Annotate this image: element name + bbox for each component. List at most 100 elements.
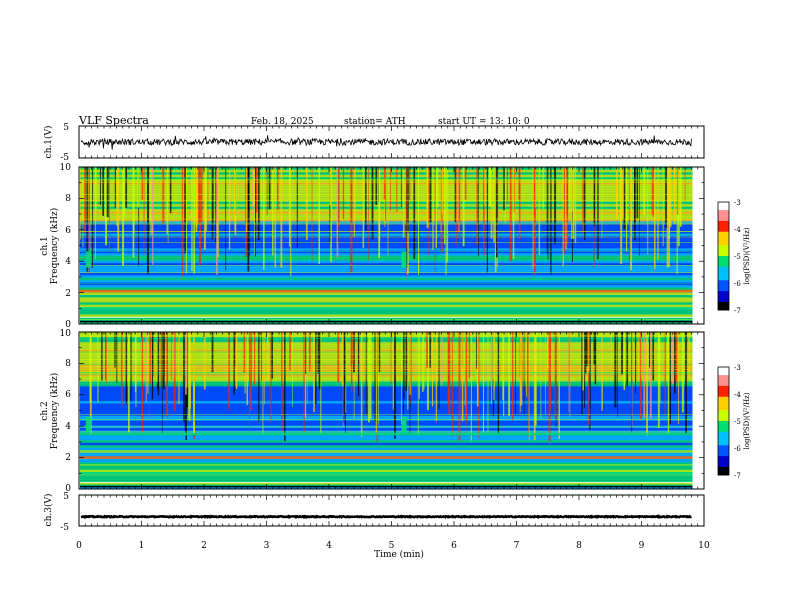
ch1-spec-band <box>80 208 693 212</box>
ch1-spec-streak <box>546 167 548 254</box>
ch2-spec-streak <box>147 332 149 394</box>
ch1-spec-streak <box>497 167 499 218</box>
ch2-spec-streak <box>548 332 551 441</box>
ch1-colorbar-tick-m6: -6 <box>734 280 741 288</box>
ch1-waveform-series <box>80 135 692 150</box>
ch1-spec-streak <box>601 167 603 239</box>
ch2-spec-band <box>80 430 693 433</box>
ch1-colorbar-step <box>718 261 729 265</box>
ch2-spec-streak <box>588 332 590 425</box>
ch1-spec-streak <box>566 167 569 245</box>
ch1-spec-band <box>80 203 693 207</box>
ch2-spec-streak <box>435 332 437 422</box>
ch2-spec-streak <box>368 332 370 423</box>
ch2-spec-line <box>80 471 693 473</box>
ch2-spec-streak <box>252 332 254 368</box>
ch1-colorbar-step <box>718 239 729 243</box>
ch1-spec-streak <box>413 167 416 259</box>
ch1-colorbar-step <box>718 223 729 227</box>
ch1-spec-streak <box>143 167 145 255</box>
ch2-spec-band <box>80 454 693 458</box>
ch3-ytick-bottom: -5 <box>60 523 69 533</box>
ch1-spec-line <box>80 222 693 224</box>
ch1-spec-streak <box>597 167 599 260</box>
ch2-spec-streak <box>478 332 480 439</box>
ch1-spec-streak <box>365 167 367 231</box>
ch1-spec-streak <box>102 167 104 216</box>
ch1-spec-streak <box>570 167 573 212</box>
ch2-spec-streak <box>394 332 396 439</box>
ch2-spec-streak <box>353 332 355 420</box>
ch2-colorbar-gradient <box>718 367 729 476</box>
ch2-spec-burst <box>85 416 91 433</box>
ch2-spec-streak <box>533 332 536 441</box>
ch1-spec-line <box>80 178 693 180</box>
ch1-colorbar-step <box>718 231 729 235</box>
ch2-spec-band <box>80 383 693 387</box>
ch2-spec-streak <box>407 332 409 410</box>
ch2-spec-line <box>80 338 693 340</box>
ch1-spec-streak <box>428 167 430 255</box>
ch2-spec-streak <box>303 332 305 433</box>
ch2-spec-line <box>80 450 693 452</box>
ch2-ytick-0: 0 <box>65 484 71 494</box>
ch1-spec-streak <box>255 167 258 213</box>
ch1-colorbar-step <box>718 266 729 270</box>
ch2-spec-band <box>80 341 693 345</box>
ch1-spec-streak <box>138 167 140 267</box>
ch1-spec-band <box>80 220 693 224</box>
ch1-colorbar-step <box>718 307 729 311</box>
ch2-spec-streak <box>429 332 431 368</box>
ch2-spec-streak <box>317 332 319 374</box>
ch1-spec-streak <box>246 167 248 232</box>
ch2-spec-streak <box>585 332 587 374</box>
ch2-spec-streak <box>253 332 256 385</box>
ch1-spec-band <box>80 225 693 229</box>
ch1-spec-streak <box>167 167 169 243</box>
ch1-spec-streak <box>615 167 618 220</box>
ch1-colorbar-step <box>718 210 729 214</box>
ch1-spec-streak <box>630 167 633 271</box>
ch1-spec-streak <box>666 167 669 268</box>
ch1-spec-streak <box>676 167 678 275</box>
ch1-spec-streak <box>426 167 429 229</box>
ch1-spec-streak <box>583 167 586 241</box>
ch1-spec-streak <box>622 167 624 219</box>
ch2-spec-band <box>80 462 693 465</box>
ch1-spec-streak <box>684 167 686 202</box>
ch2-spec-streak <box>418 332 420 399</box>
ch1-spec-streak <box>489 167 491 207</box>
time-tick-label: 0 <box>76 541 82 551</box>
ch2-spec-streak <box>377 332 379 386</box>
ch2-spec-band <box>80 479 693 483</box>
ch1-ytick-4: 4 <box>65 257 71 267</box>
ch1-spec-band <box>80 316 693 320</box>
ch2-ytick-10: 10 <box>60 329 72 339</box>
ch2-colorbar-step <box>718 442 729 446</box>
ch2-colorbar-step <box>718 429 729 433</box>
ch2-spec-burst <box>401 416 407 433</box>
ch2-spec-line <box>80 353 693 355</box>
ch2-spec-streak <box>493 332 495 390</box>
ch1-colorbar-step <box>718 242 729 246</box>
ch1-spec-streak <box>390 167 391 211</box>
ch2-spec-line <box>80 351 693 353</box>
ch2-spec-line <box>80 359 693 361</box>
ch1-spec-streak <box>255 167 256 257</box>
ch1-spec-band <box>80 216 693 219</box>
ch2-spec-band <box>80 415 693 419</box>
ch1-spec-line <box>80 218 693 220</box>
ch1-spec-streak <box>203 167 206 250</box>
ch2-spec-streak <box>646 332 648 436</box>
ch1-spec-line <box>80 223 693 225</box>
ch1-spec-streak <box>82 167 84 248</box>
ch1-spec-streak <box>105 167 108 246</box>
ch1-spec-band <box>80 243 693 246</box>
ch1-spec-streak <box>318 167 321 265</box>
ch1-spec-streak <box>409 167 411 202</box>
ch1-spec-streak <box>288 167 291 247</box>
ch2-spec-streak <box>375 332 377 432</box>
ch1-spec-streak <box>261 167 263 207</box>
ch1-spec-streak <box>484 167 486 205</box>
ch1-spec-streak <box>266 167 268 215</box>
